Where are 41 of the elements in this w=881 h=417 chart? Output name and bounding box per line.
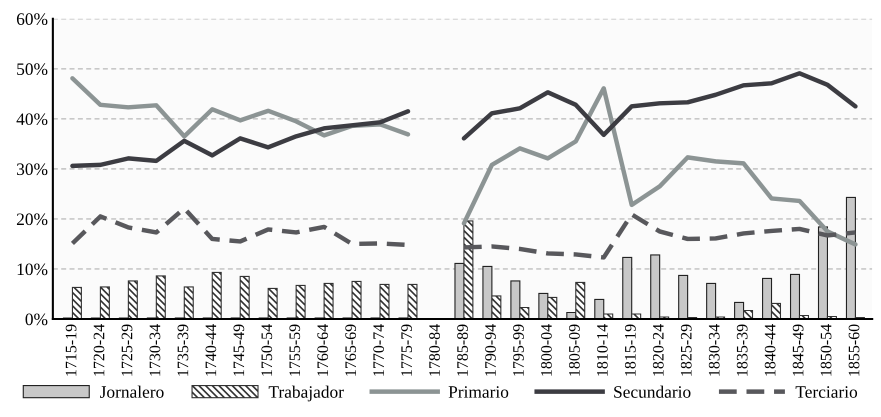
- y-tick-label: 10%: [18, 263, 48, 276]
- x-tick-label: 1795-99: [513, 324, 524, 376]
- x-tick-label: 1760-64: [317, 324, 328, 376]
- x-tick-label: 1725-29: [122, 324, 132, 376]
- legend-label: Trabajador: [268, 386, 344, 402]
- x-tick-label: 1835-39: [736, 324, 748, 376]
- x-tick-label: 1815-19: [624, 324, 636, 376]
- x-tick-label: 1720-24: [94, 324, 104, 376]
- x-tick-label: 1715-19: [66, 324, 76, 376]
- x-tick-label: 1770-74: [373, 324, 384, 376]
- x-tick-label: 1775-79: [401, 324, 412, 376]
- x-tick-label: 1845-49: [792, 324, 804, 376]
- x-tick-label: 1785-89: [457, 324, 468, 376]
- y-tick-label: 30%: [17, 163, 48, 176]
- x-tick-label: 1780-84: [429, 324, 440, 376]
- x-tick-label: 1855-60: [848, 324, 860, 376]
- x-tick-label: 1755-59: [289, 324, 300, 376]
- y-tick-label: 0%: [26, 313, 48, 326]
- x-tick-label: 1745-49: [233, 324, 244, 376]
- x-tick-label: 1850-54: [820, 324, 832, 376]
- legend-label: Jornalero: [100, 386, 164, 398]
- x-tick-label: 1830-34: [708, 324, 720, 376]
- y-tick-label: 60%: [16, 13, 48, 26]
- y-tick-label: 20%: [16, 213, 48, 226]
- legend-label: Secundario: [614, 386, 690, 398]
- y-tick-label: 40%: [16, 113, 48, 126]
- x-tick-label: 1730-34: [150, 324, 160, 376]
- x-tick-label: 1825-29: [680, 324, 692, 376]
- legend-label: Primario: [448, 386, 508, 398]
- y-tick-label: 50%: [17, 63, 48, 76]
- legend-label: Terciario: [796, 386, 858, 398]
- x-tick-label: 1810-14: [596, 324, 608, 376]
- x-tick-label: 1805-09: [568, 324, 580, 376]
- x-tick-label: 1800-04: [541, 324, 552, 376]
- x-tick-label: 1840-44: [764, 324, 776, 376]
- x-tick-label: 1765-69: [345, 324, 356, 376]
- x-tick-label: 1790-94: [485, 324, 496, 376]
- x-tick-label: 1740-44: [205, 324, 216, 376]
- x-tick-label: 1735-39: [178, 324, 188, 376]
- x-tick-label: 1820-24: [652, 324, 664, 376]
- x-tick-label: 1750-54: [261, 324, 272, 376]
